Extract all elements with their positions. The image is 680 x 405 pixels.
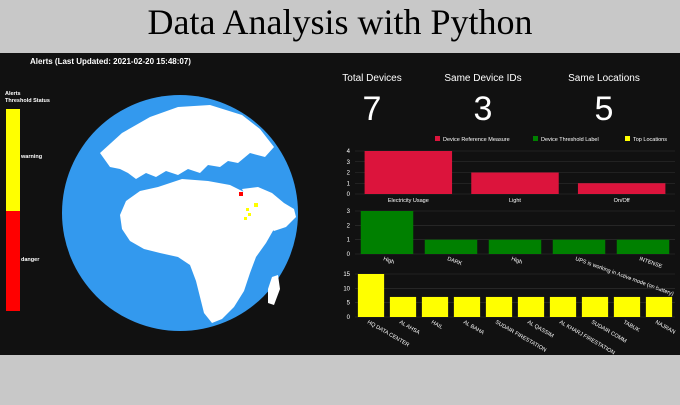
bar bbox=[549, 296, 577, 317]
bar bbox=[613, 296, 641, 317]
bar bbox=[364, 151, 453, 194]
legend-label: Device Reference Measure bbox=[443, 137, 510, 143]
y-tick-label: 4 bbox=[347, 149, 351, 155]
alert-marker-danger[interactable] bbox=[239, 192, 243, 196]
danger-color-bar bbox=[6, 211, 20, 311]
bar bbox=[488, 239, 542, 254]
x-tick-label: AL BAHA bbox=[462, 320, 485, 337]
legend-label: Device Threshold Label bbox=[541, 137, 599, 143]
x-tick-label: Electricity Usage bbox=[388, 198, 429, 204]
threshold-legend-title: Alerts Threshold Status bbox=[5, 91, 65, 105]
x-tick-label: INTENSE bbox=[638, 256, 663, 270]
x-tick-label: High bbox=[382, 256, 395, 266]
legend-swatch bbox=[533, 136, 538, 141]
bar bbox=[424, 239, 478, 254]
kpi-total-devices: Total Devices 7 bbox=[332, 73, 412, 129]
bar bbox=[360, 211, 414, 254]
y-tick-label: 1 bbox=[347, 181, 351, 187]
warning-label: warning bbox=[21, 154, 43, 160]
x-tick-label: TABUK bbox=[622, 320, 641, 334]
y-tick-label: 2 bbox=[347, 171, 351, 177]
bar bbox=[357, 274, 385, 317]
y-tick-label: 3 bbox=[347, 160, 351, 166]
legend-title-line1: Alerts bbox=[5, 91, 21, 97]
kpi-label: Total Devices bbox=[342, 73, 402, 84]
y-tick-label: 0 bbox=[347, 192, 351, 198]
legend-label: Top Locations bbox=[633, 137, 667, 143]
alert-marker-warning[interactable] bbox=[246, 208, 249, 211]
y-tick-label: 1 bbox=[347, 238, 351, 244]
x-tick-label: DARK bbox=[446, 256, 463, 267]
kpi-same-device-ids: Same Device IDs 3 bbox=[443, 73, 523, 129]
y-tick-label: 10 bbox=[343, 286, 350, 292]
legend-swatch bbox=[435, 136, 440, 141]
y-tick-label: 2 bbox=[347, 223, 351, 229]
bar-charts: Device Reference Measure Device Threshold… bbox=[343, 136, 676, 355]
kpi-value: 7 bbox=[362, 90, 382, 128]
alert-marker-warning[interactable] bbox=[248, 213, 251, 216]
x-tick-label: NAJRAN bbox=[654, 320, 676, 336]
warning-color-bar bbox=[6, 109, 20, 211]
alerts-title: Alerts (Last Updated: 2021-02-20 15:48:0… bbox=[30, 57, 191, 66]
danger-label: danger bbox=[21, 257, 40, 263]
bar bbox=[453, 296, 481, 317]
bar bbox=[552, 239, 606, 254]
kpi-label: Same Locations bbox=[568, 73, 640, 84]
x-tick-label: AL QASSIM bbox=[526, 320, 555, 340]
x-tick-label: Light bbox=[509, 198, 521, 204]
kpi-value: 5 bbox=[594, 90, 614, 128]
madagascar bbox=[268, 275, 280, 305]
kpi-same-locations: Same Locations 5 bbox=[564, 73, 644, 129]
x-tick-label: On/Off bbox=[614, 198, 631, 204]
europe-landmass bbox=[100, 105, 274, 179]
bar bbox=[389, 296, 417, 317]
y-tick-label: 0 bbox=[347, 252, 351, 258]
dashboard-panel: Alerts (Last Updated: 2021-02-20 15:48:0… bbox=[0, 53, 680, 355]
bar bbox=[471, 172, 559, 194]
world-globe-map[interactable] bbox=[60, 93, 300, 333]
y-tick-label: 5 bbox=[347, 301, 351, 307]
bar bbox=[421, 296, 449, 317]
x-tick-label: AL AHSA bbox=[398, 320, 421, 337]
bar bbox=[581, 296, 609, 317]
arabia-landmass bbox=[242, 187, 296, 231]
bar bbox=[577, 183, 666, 194]
bar bbox=[616, 239, 670, 254]
alert-marker-warning[interactable] bbox=[254, 203, 258, 207]
kpi-label: Same Device IDs bbox=[444, 73, 522, 84]
alert-marker-warning[interactable] bbox=[244, 217, 247, 220]
bar bbox=[485, 296, 513, 317]
y-tick-label: 15 bbox=[343, 272, 350, 278]
legend-title-line2: Threshold Status bbox=[5, 98, 50, 104]
bar bbox=[645, 296, 673, 317]
kpi-value: 3 bbox=[473, 90, 493, 128]
x-tick-label: High bbox=[510, 256, 523, 266]
y-tick-label: 3 bbox=[347, 209, 351, 215]
africa-landmass bbox=[120, 179, 274, 323]
legend-swatch bbox=[625, 136, 630, 141]
page-title: Data Analysis with Python bbox=[147, 2, 533, 42]
bar bbox=[517, 296, 545, 317]
x-tick-label: AL KHARJ FIRESTATION bbox=[558, 320, 616, 355]
y-tick-label: 0 bbox=[347, 315, 351, 321]
x-tick-label: HAIL bbox=[430, 320, 444, 331]
